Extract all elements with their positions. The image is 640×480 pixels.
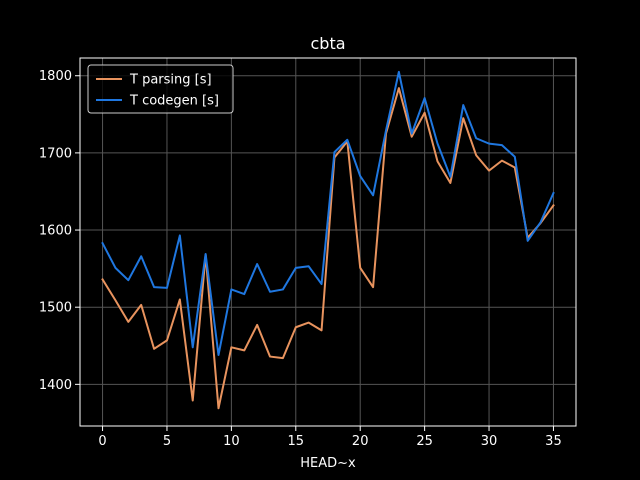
y-tick-label: 1500 [39,301,72,316]
legend: T parsing [s] T codegen [s] [87,64,234,114]
x-tick-label: 20 [352,434,369,449]
legend-label: T parsing [s] [129,73,212,88]
plot-area-frame [79,57,577,427]
x-tick-label: 15 [288,434,305,449]
chart-title: cbta [310,34,345,53]
x-tick-label: 0 [98,434,106,449]
x-tick-label: 35 [545,434,562,449]
y-tick-label: 1700 [39,146,72,161]
grid-lines [80,58,576,426]
legend-box [87,64,234,114]
series-line-codegen [101,70,555,357]
x-tick-label: 30 [481,434,498,449]
series-lines [101,70,555,410]
x-tick-label: 5 [163,434,171,449]
y-axis-ticks: 1400 1500 1600 1700 1800 [39,69,80,393]
y-tick-label: 1800 [39,69,72,84]
y-tick-label: 1600 [39,224,72,239]
x-tick-label: 25 [416,434,433,449]
x-axis-label: HEAD~x [300,456,356,471]
x-axis-ticks: 0 5 10 15 20 25 30 35 [98,426,562,449]
y-tick-label: 1400 [39,378,72,393]
x-tick-label: 10 [223,434,240,449]
legend-label: T codegen [s] [129,94,219,109]
series-line-parsing [101,87,555,410]
